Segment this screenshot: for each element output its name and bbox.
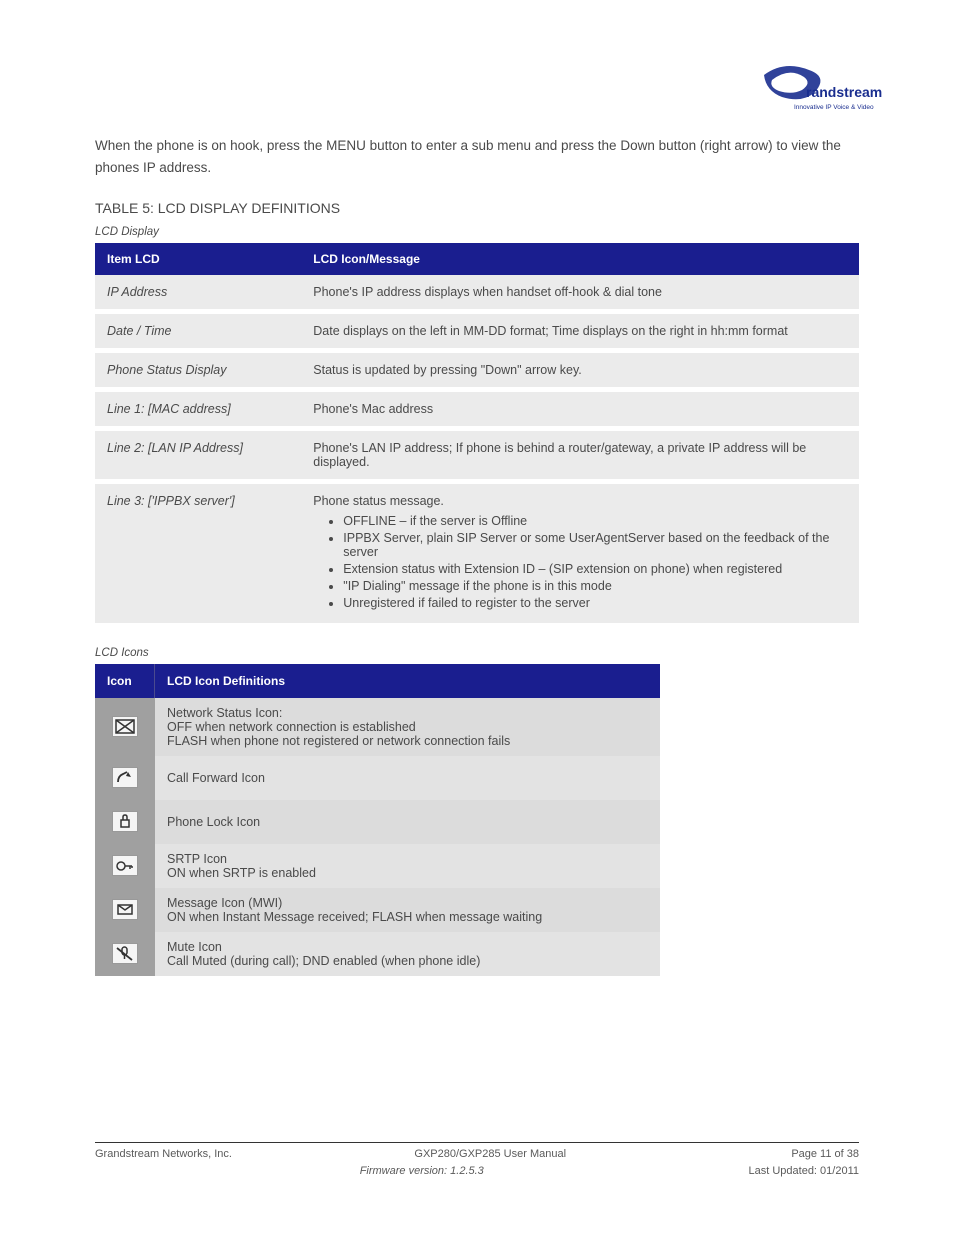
footer-page: Page 11 of 38 <box>791 1148 859 1160</box>
footer-doc-title: GXP280/GXP285 User Manual <box>414 1148 566 1160</box>
footer-rule <box>95 1142 859 1143</box>
row-label: IP Address <box>95 275 301 309</box>
list-item: Extension status with Extension ID – (SI… <box>343 562 847 576</box>
row-desc: SRTP IconON when SRTP is enabled <box>155 844 660 888</box>
row-text: Date displays on the left in MM-DD forma… <box>301 314 859 348</box>
list-item: IPPBX Server, plain SIP Server or some U… <box>343 531 847 559</box>
table-row: SRTP IconON when SRTP is enabled <box>95 844 660 888</box>
table2-col0: Icon <box>95 664 155 698</box>
list-item: "IP Dialing" message if the phone is in … <box>343 579 847 593</box>
list-item: Unregistered if failed to register to th… <box>343 596 847 610</box>
page-footer: Grandstream Networks, Inc. Page 11 of 38… <box>95 1146 859 1179</box>
table2-col1: LCD Icon Definitions <box>155 664 660 698</box>
intro-paragraph: When the phone is on hook, press the MEN… <box>95 135 859 178</box>
table1-subtitle: LCD Display <box>95 226 859 238</box>
list-item: OFFLINE – if the server is Offline <box>343 514 847 528</box>
row-label: Line 2: [LAN IP Address] <box>95 431 301 479</box>
table1-col0: Item LCD <box>95 243 301 275</box>
table-row: Line 3: ['IPPBX server'] Phone status me… <box>95 484 859 623</box>
row-text: Phone status message. OFFLINE – if the s… <box>301 484 859 623</box>
call-forward-icon <box>112 767 138 788</box>
table-row: IP Address Phone's IP address displays w… <box>95 275 859 309</box>
row-label: Line 1: [MAC address] <box>95 392 301 426</box>
mute-icon <box>112 943 138 964</box>
brand-logo: randstream Innovative IP Voice & Video <box>754 55 894 115</box>
table-row: Phone Lock Icon <box>95 800 660 844</box>
table1-col1: LCD Icon/Message <box>301 243 859 275</box>
row-label: Line 3: ['IPPBX server'] <box>95 484 301 623</box>
table-row: Call Forward Icon <box>95 756 660 800</box>
logo-brand-text: randstream <box>806 84 882 100</box>
table1-caption: TABLE 5: LCD DISPLAY DEFINITIONS <box>95 200 859 216</box>
row-desc: Mute IconCall Muted (during call); DND e… <box>155 932 660 976</box>
table-row: Line 2: [LAN IP Address] Phone's LAN IP … <box>95 431 859 479</box>
lcd-icons-table: Icon LCD Icon Definitions Network Status… <box>95 664 660 976</box>
row-desc: Call Forward Icon <box>155 756 660 800</box>
lcd-display-table: Item LCD LCD Icon/Message IP Address Pho… <box>95 243 859 623</box>
row-desc: Message Icon (MWI)ON when Instant Messag… <box>155 888 660 932</box>
footer-date: Last Updated: 01/2011 <box>749 1165 860 1177</box>
phone-lock-icon <box>112 811 138 832</box>
logo-tagline: Innovative IP Voice & Video <box>794 104 874 111</box>
row-desc: Network Status Icon:OFF when network con… <box>155 698 660 756</box>
row-text: Status is updated by pressing "Down" arr… <box>301 353 859 387</box>
row-text: Phone's Mac address <box>301 392 859 426</box>
table-row: Mute IconCall Muted (during call); DND e… <box>95 932 660 976</box>
message-icon <box>112 899 138 920</box>
table-row: Message Icon (MWI)ON when Instant Messag… <box>95 888 660 932</box>
row-label: Date / Time <box>95 314 301 348</box>
table-row: Phone Status Display Status is updated b… <box>95 353 859 387</box>
footer-firmware: Firmware version: 1.2.5.3 <box>360 1165 484 1177</box>
footer-company: Grandstream Networks, Inc. <box>95 1148 232 1160</box>
table-row: Network Status Icon:OFF when network con… <box>95 698 660 756</box>
table-row: Date / Time Date displays on the left in… <box>95 314 859 348</box>
row-desc: Phone Lock Icon <box>155 800 660 844</box>
row-text: Phone's IP address displays when handset… <box>301 275 859 309</box>
row-label: Phone Status Display <box>95 353 301 387</box>
network-status-icon <box>112 716 138 737</box>
row-text: Phone's LAN IP address; If phone is behi… <box>301 431 859 479</box>
table2-subtitle: LCD Icons <box>95 647 859 659</box>
srtp-icon <box>112 855 138 876</box>
table-row: Line 1: [MAC address] Phone's Mac addres… <box>95 392 859 426</box>
